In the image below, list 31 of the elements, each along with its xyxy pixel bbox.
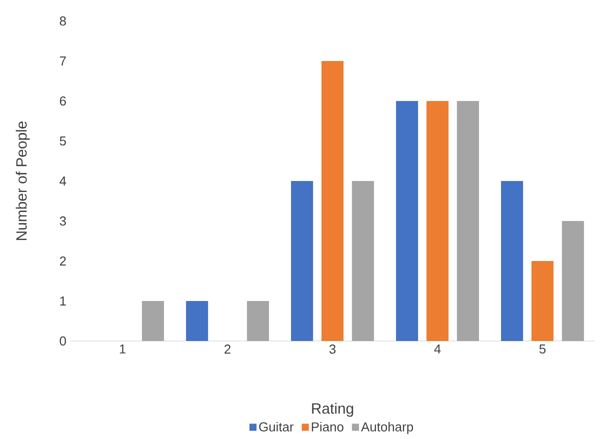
- y-tick-label: 1: [60, 296, 66, 306]
- bar: [562, 221, 584, 341]
- bar: [396, 101, 418, 341]
- bar: [186, 301, 208, 341]
- y-axis-title: Number of People: [16, 121, 30, 240]
- bar: [352, 181, 374, 341]
- bar: [456, 101, 479, 341]
- x-tick-label: 3: [329, 344, 336, 354]
- x-tick-label: 2: [224, 344, 230, 354]
- y-tick-label: 6: [60, 96, 66, 106]
- legend-label: Piano: [312, 422, 344, 432]
- y-tick-label: 3: [60, 216, 66, 226]
- legend-label: Guitar: [259, 422, 294, 432]
- bar: [531, 261, 554, 341]
- y-tick-label: 0: [60, 336, 66, 346]
- legend-label: Autoharp: [361, 422, 414, 434]
- bar: [291, 181, 314, 341]
- x-tick-label: 5: [539, 344, 546, 354]
- bar: [501, 181, 524, 341]
- y-tick-label: 7: [60, 56, 66, 66]
- y-tick-label: 4: [60, 176, 66, 186]
- y-tick-label: 2: [60, 256, 66, 266]
- bar: [142, 301, 164, 341]
- bar: [426, 101, 449, 341]
- x-tick-label: 1: [120, 344, 126, 354]
- y-tick-label: 5: [60, 136, 66, 146]
- bar: [246, 301, 269, 341]
- bar: [321, 61, 344, 341]
- y-tick-label: 8: [60, 16, 66, 26]
- x-axis-title: Rating: [312, 402, 354, 417]
- x-tick-label: 4: [434, 344, 441, 354]
